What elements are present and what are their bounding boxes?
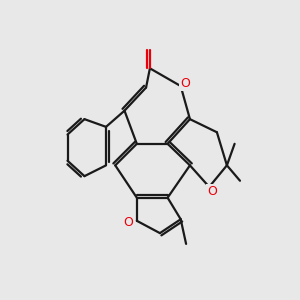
- Text: O: O: [123, 216, 133, 229]
- Text: O: O: [180, 77, 190, 90]
- Text: O: O: [207, 185, 217, 198]
